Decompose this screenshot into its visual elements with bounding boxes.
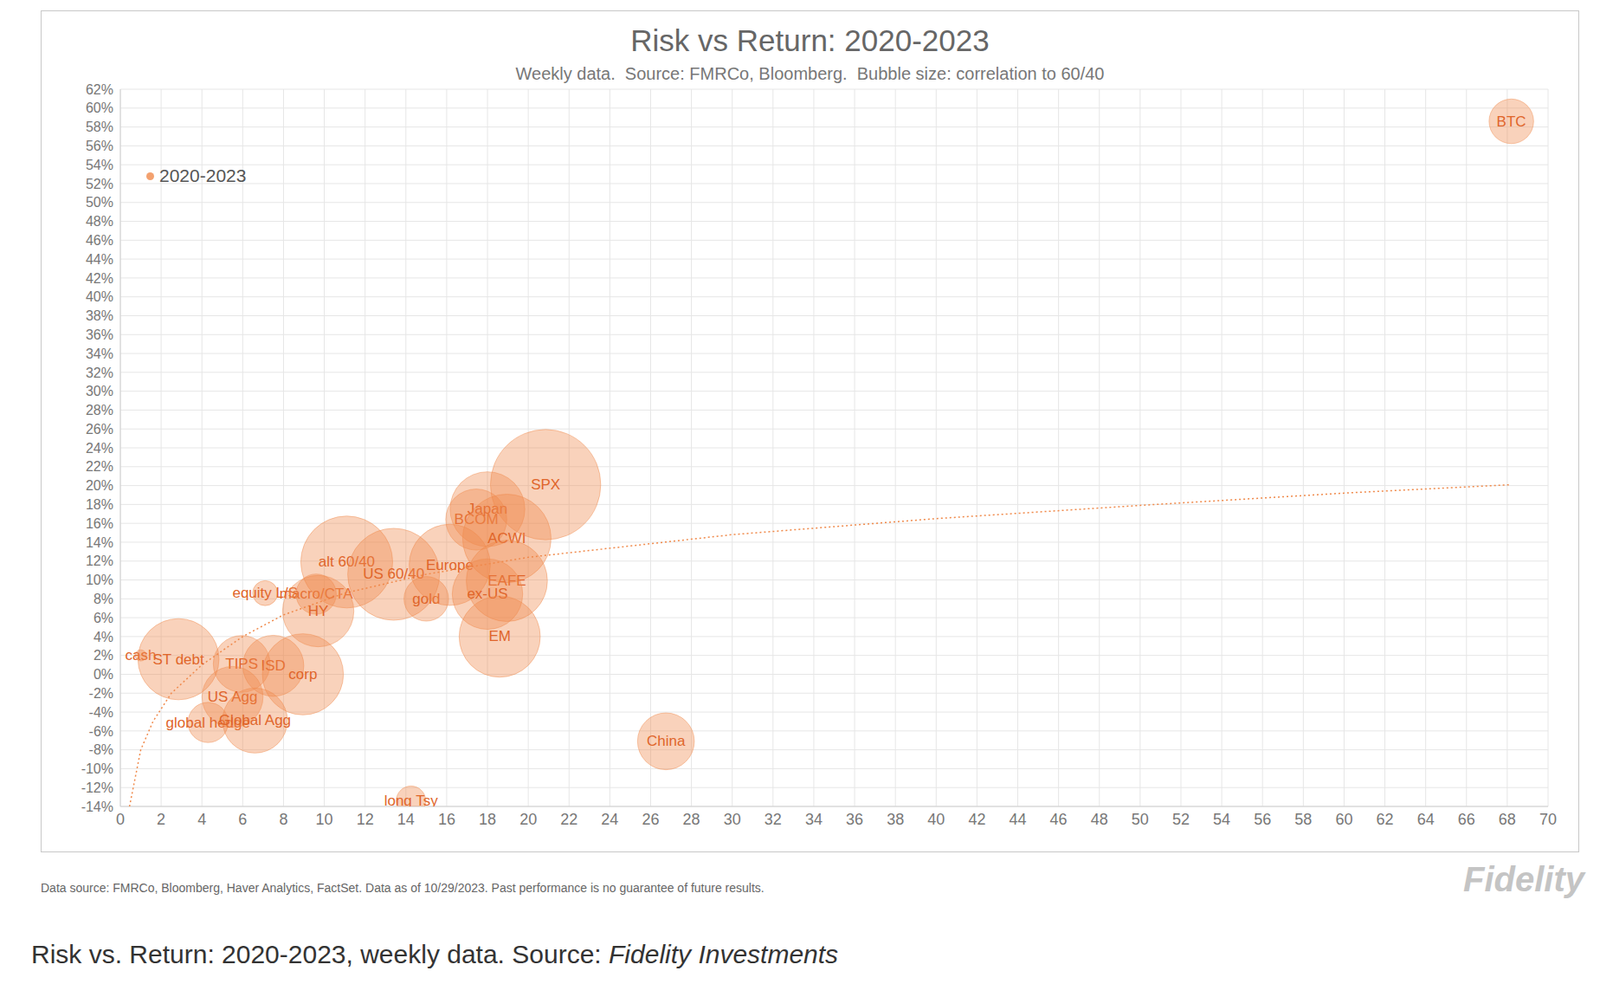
- svg-text:46%: 46%: [85, 232, 114, 248]
- svg-text:48%: 48%: [85, 213, 114, 229]
- svg-text:Europe: Europe: [425, 556, 474, 573]
- svg-text:30: 30: [723, 810, 742, 828]
- svg-text:4%: 4%: [93, 629, 114, 645]
- svg-text:20%: 20%: [85, 477, 114, 493]
- svg-text:68: 68: [1498, 810, 1517, 828]
- svg-text:62%: 62%: [85, 82, 114, 97]
- svg-text:alt 60/40: alt 60/40: [318, 553, 375, 570]
- svg-text:BTC: BTC: [1496, 113, 1527, 130]
- svg-text:-8%: -8%: [89, 741, 114, 757]
- html-text:Risk vs Return: 2020-2023: Risk vs Return: 2020-2023: [630, 23, 990, 58]
- html-text:Data source: FMRCo, Bloomberg,: Data source: FMRCo, Bloomberg, Haver Ana…: [40, 880, 765, 895]
- svg-text:4: 4: [197, 810, 207, 828]
- svg-text:38: 38: [886, 810, 904, 828]
- svg-text:22%: 22%: [85, 458, 114, 474]
- svg-text:8: 8: [278, 810, 288, 828]
- svg-text:SPX: SPX: [530, 476, 561, 493]
- svg-text:HY: HY: [308, 602, 330, 620]
- svg-text:equity L/S: equity L/S: [232, 584, 298, 602]
- svg-text:-12%: -12%: [81, 780, 114, 795]
- svg-text:-6%: -6%: [89, 723, 114, 739]
- svg-text:US 60/40: US 60/40: [362, 565, 425, 583]
- svg-text:58%: 58%: [85, 119, 114, 135]
- svg-text:52%: 52%: [85, 176, 114, 192]
- svg-text:46: 46: [1050, 810, 1068, 828]
- svg-text:20: 20: [519, 810, 537, 828]
- svg-text:40: 40: [927, 810, 945, 828]
- svg-text:28: 28: [683, 810, 701, 828]
- svg-text:14%: 14%: [85, 535, 114, 550]
- svg-text:62: 62: [1376, 810, 1394, 828]
- svg-text:16%: 16%: [85, 516, 114, 531]
- svg-text:-14%: -14%: [81, 799, 114, 814]
- html-text:Risk vs. Return: 2020-2023, we: Risk vs. Return: 2020-2023, weekly data.…: [31, 939, 839, 968]
- svg-text:56: 56: [1253, 810, 1271, 828]
- svg-text:22: 22: [560, 810, 578, 828]
- svg-text:44: 44: [1008, 810, 1026, 828]
- svg-text:56%: 56%: [85, 138, 114, 154]
- svg-text:32%: 32%: [85, 365, 114, 381]
- html-text:2020-2023: 2020-2023: [159, 165, 247, 186]
- svg-text:global hedge: global hedge: [165, 713, 251, 731]
- svg-text:40%: 40%: [85, 289, 114, 304]
- svg-text:26: 26: [641, 810, 659, 828]
- svg-text:6: 6: [238, 810, 247, 828]
- svg-text:36: 36: [845, 810, 864, 828]
- svg-text:corp: corp: [288, 665, 317, 683]
- svg-text:60%: 60%: [85, 100, 114, 116]
- svg-text:26%: 26%: [85, 421, 114, 437]
- svg-text:38%: 38%: [85, 308, 114, 323]
- svg-text:54: 54: [1212, 810, 1231, 828]
- svg-text:12%: 12%: [85, 553, 114, 568]
- svg-text:34%: 34%: [85, 346, 114, 362]
- svg-text:EM: EM: [488, 627, 511, 645]
- svg-text:0%: 0%: [93, 666, 114, 682]
- svg-text:gold: gold: [412, 590, 441, 607]
- svg-text:34: 34: [805, 810, 823, 828]
- svg-text:36%: 36%: [85, 327, 114, 342]
- svg-text:16: 16: [438, 810, 456, 828]
- svg-text:30%: 30%: [85, 383, 114, 399]
- svg-text:-10%: -10%: [81, 761, 114, 776]
- svg-text:52: 52: [1172, 810, 1190, 828]
- svg-text:ex-US: ex-US: [467, 585, 508, 603]
- svg-text:-2%: -2%: [89, 685, 114, 701]
- svg-text:China: China: [646, 732, 686, 749]
- svg-text:32: 32: [764, 810, 782, 828]
- svg-text:50: 50: [1131, 810, 1149, 828]
- html-text:Weekly data. Source: FMRCo, Bl: Weekly data. Source: FMRCo, Bloomberg. B…: [515, 64, 1105, 84]
- html-text:TIPS ISD: TIPS ISD: [225, 655, 286, 674]
- svg-text:24: 24: [600, 810, 619, 828]
- svg-text:50%: 50%: [85, 194, 114, 210]
- svg-text:long Tsy: long Tsy: [384, 792, 439, 807]
- svg-text:10%: 10%: [85, 572, 114, 588]
- svg-text:0: 0: [116, 810, 125, 828]
- svg-text:10: 10: [316, 810, 334, 828]
- svg-text:18%: 18%: [85, 496, 114, 512]
- svg-text:8%: 8%: [93, 591, 114, 607]
- svg-text:42%: 42%: [85, 270, 114, 286]
- svg-text:ST debt: ST debt: [153, 651, 206, 668]
- svg-text:2%: 2%: [93, 647, 114, 663]
- svg-text:2: 2: [156, 810, 166, 828]
- svg-text:70: 70: [1539, 810, 1557, 828]
- svg-text:66: 66: [1458, 810, 1476, 828]
- svg-text:Global Agg: Global Agg: [219, 711, 291, 729]
- svg-text:12: 12: [356, 810, 375, 828]
- svg-text:6%: 6%: [93, 610, 114, 626]
- svg-text:28%: 28%: [85, 402, 114, 418]
- svg-text:42: 42: [967, 810, 986, 828]
- html-text:Fidelity: Fidelity: [1463, 859, 1585, 898]
- svg-text:24%: 24%: [85, 440, 114, 456]
- svg-text:18: 18: [478, 810, 497, 828]
- svg-text:54%: 54%: [85, 157, 114, 173]
- svg-text:60: 60: [1335, 810, 1353, 828]
- svg-text:14: 14: [397, 810, 415, 828]
- svg-text:58: 58: [1294, 810, 1312, 828]
- svg-text:-4%: -4%: [89, 704, 114, 720]
- svg-text:48: 48: [1090, 810, 1109, 828]
- svg-text:64: 64: [1417, 810, 1435, 828]
- svg-text:44%: 44%: [85, 251, 114, 267]
